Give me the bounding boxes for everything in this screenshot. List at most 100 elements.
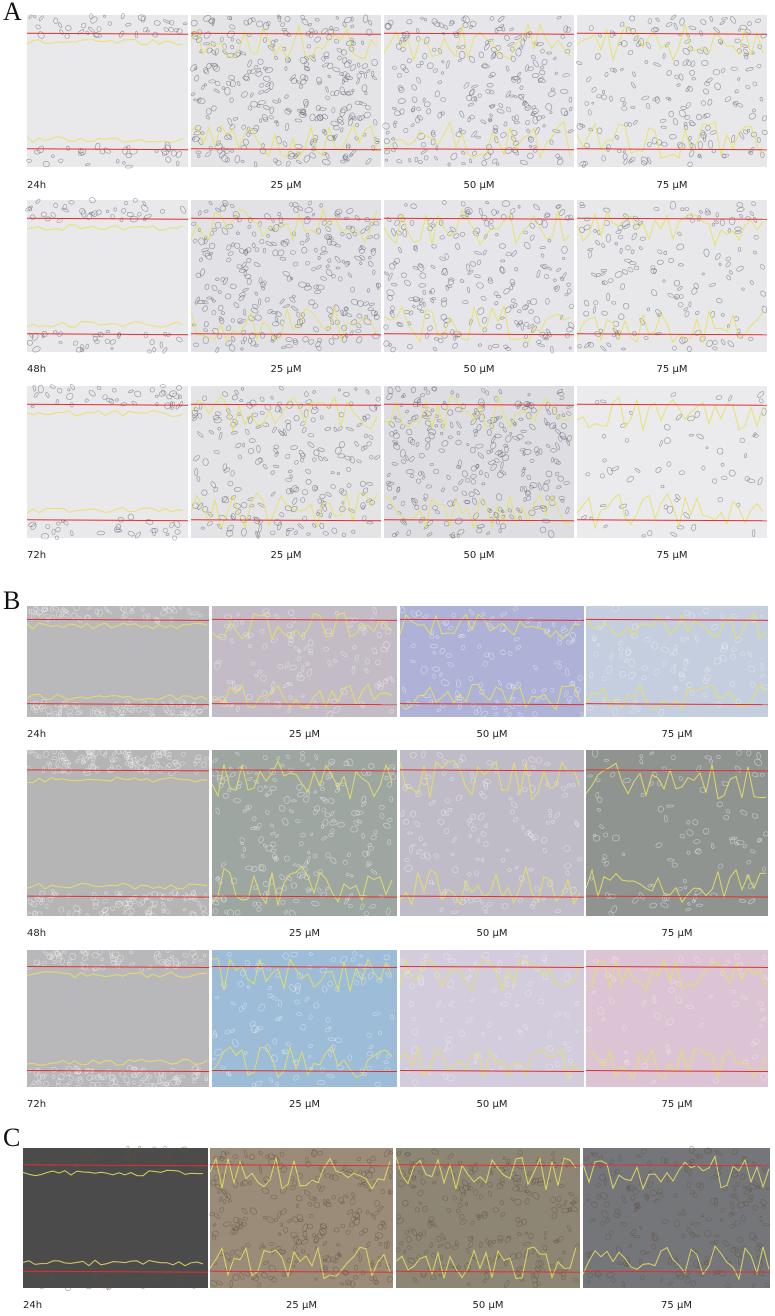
cell xyxy=(745,85,751,89)
cell xyxy=(719,20,726,25)
wound-edge xyxy=(576,121,764,159)
cell xyxy=(204,283,210,290)
cell xyxy=(392,107,397,110)
cell xyxy=(484,40,489,46)
cell xyxy=(241,329,246,336)
cell xyxy=(511,76,518,81)
cell xyxy=(519,159,528,166)
cell xyxy=(383,138,390,145)
cell xyxy=(553,56,557,61)
cell xyxy=(190,19,198,27)
cell xyxy=(685,86,690,93)
cell xyxy=(285,344,293,349)
cell xyxy=(673,60,680,66)
cell xyxy=(220,36,224,43)
cell xyxy=(404,279,411,287)
cell xyxy=(309,55,316,62)
cell xyxy=(259,82,265,88)
cell xyxy=(368,256,372,260)
cell xyxy=(687,161,693,167)
cell xyxy=(531,112,535,117)
cell xyxy=(301,312,305,318)
cell xyxy=(275,120,279,127)
cell xyxy=(518,46,524,50)
cell xyxy=(334,255,341,263)
cell xyxy=(478,51,485,58)
cell xyxy=(623,122,629,127)
cell xyxy=(233,302,240,309)
cell xyxy=(304,56,309,61)
cell xyxy=(305,232,310,238)
cell xyxy=(461,162,466,166)
image-background xyxy=(27,15,188,167)
cell xyxy=(469,20,477,28)
cell xyxy=(371,59,378,67)
cell xyxy=(560,107,568,116)
concentration-label: 75 µM xyxy=(661,1300,692,1311)
cell xyxy=(328,337,335,345)
cell xyxy=(602,89,606,94)
concentration-label: 75 µM xyxy=(657,364,688,375)
cell xyxy=(302,336,309,343)
cell xyxy=(132,198,138,203)
cell xyxy=(733,101,739,105)
cell xyxy=(229,24,236,30)
cell xyxy=(542,124,546,128)
cell xyxy=(335,266,341,270)
cell xyxy=(438,219,444,227)
micrograph xyxy=(25,197,189,354)
cell xyxy=(246,278,252,285)
cell xyxy=(347,272,353,278)
micrograph xyxy=(399,950,585,1087)
cell xyxy=(142,26,148,33)
cell xyxy=(441,299,447,308)
cell xyxy=(314,290,322,294)
cell xyxy=(619,21,625,27)
cell xyxy=(586,76,592,83)
cell xyxy=(205,108,212,115)
cell xyxy=(257,100,266,105)
cell xyxy=(363,318,372,325)
cell xyxy=(533,316,541,324)
cell xyxy=(543,213,551,218)
cell xyxy=(316,264,322,270)
cell xyxy=(584,101,590,106)
cell xyxy=(290,305,299,312)
cell xyxy=(325,86,329,93)
cell xyxy=(536,115,542,121)
micrograph xyxy=(576,200,768,353)
cell xyxy=(319,251,328,256)
cell xyxy=(75,346,83,353)
cell xyxy=(320,28,328,34)
cell xyxy=(118,30,125,38)
panel-letter: A xyxy=(3,0,22,26)
cell xyxy=(215,277,220,281)
cell xyxy=(517,205,521,209)
cell xyxy=(455,243,460,250)
wound-edge xyxy=(576,24,764,62)
cell xyxy=(419,310,425,313)
cell xyxy=(654,96,660,104)
cell xyxy=(702,46,709,55)
cell xyxy=(431,244,437,249)
micrograph xyxy=(399,606,585,718)
cell xyxy=(416,63,421,68)
cell xyxy=(243,308,247,316)
cell xyxy=(37,145,45,154)
cell xyxy=(304,237,310,243)
micrograph xyxy=(576,386,768,538)
cell xyxy=(327,62,334,69)
cell xyxy=(88,211,96,216)
cell xyxy=(193,130,201,136)
cell xyxy=(399,108,405,115)
cell xyxy=(680,105,687,110)
reference-line xyxy=(383,32,575,35)
cell xyxy=(35,198,41,204)
time-label: 24h xyxy=(23,1300,42,1311)
cell xyxy=(197,154,201,158)
cell xyxy=(404,203,408,207)
cell xyxy=(510,135,517,142)
cell xyxy=(40,211,47,218)
cell xyxy=(476,282,484,289)
cell xyxy=(646,42,651,49)
